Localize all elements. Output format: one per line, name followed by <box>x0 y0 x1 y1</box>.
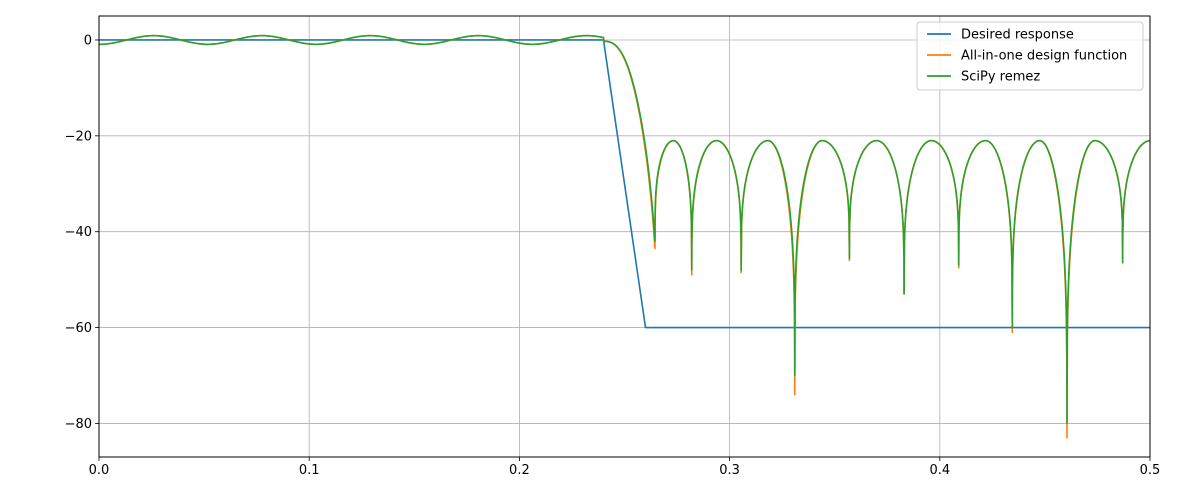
legend-box <box>916 21 1144 91</box>
x-tick-label: 0.4 <box>929 463 950 478</box>
y-tick-label: −20 <box>65 129 92 144</box>
y-tick-label: −80 <box>65 417 92 432</box>
x-tick-label: 0.5 <box>1140 463 1161 478</box>
series-line <box>99 39 1150 329</box>
x-tick-label: 0.2 <box>509 463 530 478</box>
legend-label: All-in-one design function <box>961 49 1127 64</box>
y-tick-label: −40 <box>65 225 92 240</box>
x-tick-label: 0.0 <box>89 463 110 478</box>
x-tick-label: 0.3 <box>719 463 740 478</box>
legend: Desired response All-in-one design functi… <box>916 21 1144 91</box>
y-tick-label: −60 <box>65 321 92 336</box>
x-tick-label: 0.1 <box>299 463 320 478</box>
axis-ticks: 0.0 0.1 0.2 0.3 0.4 0.5 0 −20 −40 −60 −80 <box>65 33 1161 478</box>
legend-label: SciPy remez <box>961 70 1040 85</box>
legend-label: Desired response <box>961 28 1074 43</box>
axes-frame <box>98 15 1151 458</box>
series-line <box>98 34 1151 425</box>
y-tick-label: 0 <box>84 33 92 48</box>
plot-series <box>98 34 1151 439</box>
